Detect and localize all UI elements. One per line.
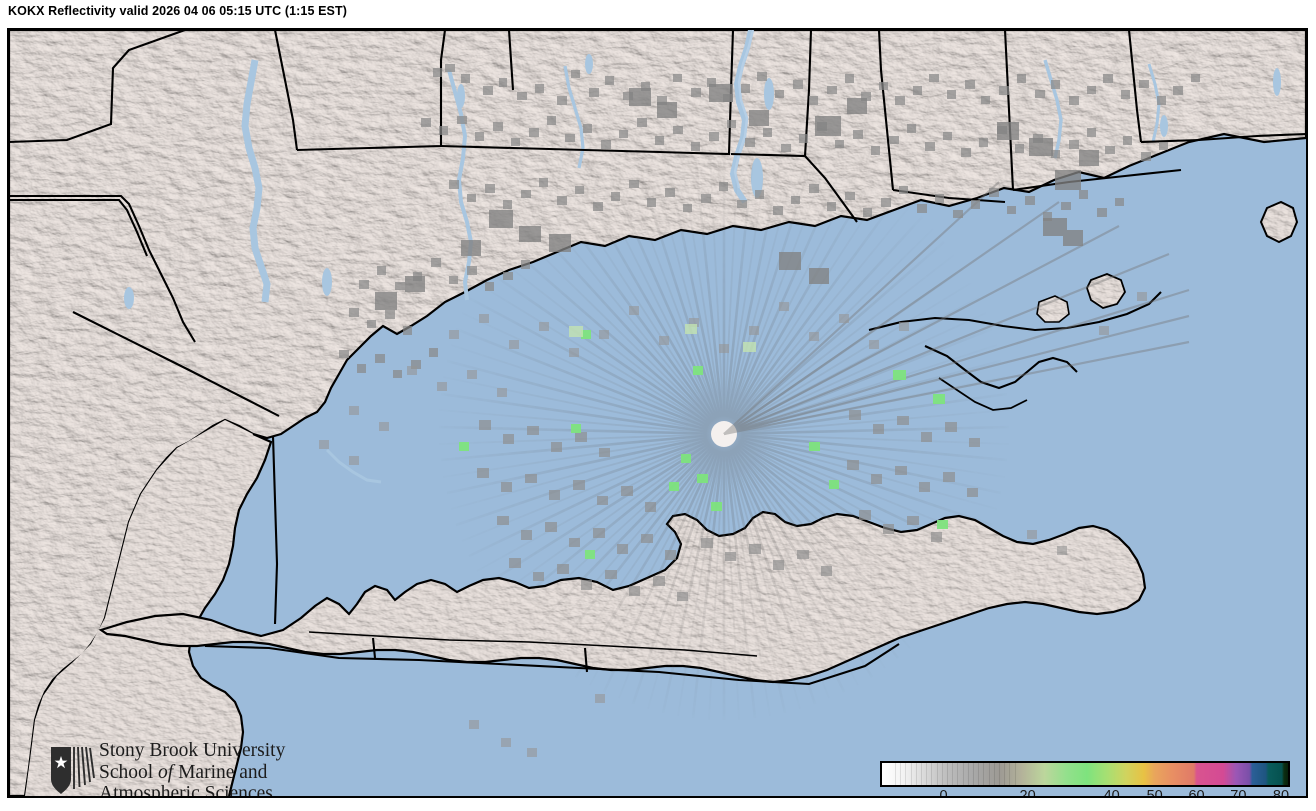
colorbar-tick-20: 20: [1019, 788, 1036, 798]
logo-line-2-italic: of: [158, 761, 174, 783]
logo-line-2-post: Marine and: [173, 761, 268, 783]
colorbar-band: [967, 763, 969, 785]
colorbar-tick-0: 0: [939, 788, 948, 798]
colorbar-band: [1014, 763, 1016, 785]
colorbar-tick-40: 40: [1103, 788, 1120, 798]
colorbar-band: [993, 763, 995, 785]
river-f: [325, 448, 382, 484]
colorbar-band: [926, 763, 928, 785]
fishers-island: [1087, 274, 1125, 308]
new-jersey-landmass: [25, 420, 271, 796]
colorbar-band: [915, 763, 917, 785]
mainland-landmass: [9, 30, 1306, 796]
lake-d: [457, 84, 465, 108]
logo-line-3: Atmospheric Sciences: [99, 783, 273, 798]
colorbar-tick-60: 60: [1188, 788, 1205, 798]
block-island: [1261, 202, 1297, 242]
shield-with-star-icon: [51, 746, 95, 794]
colorbar-band: [920, 763, 922, 785]
colorbar-band: [941, 763, 943, 785]
lake-g: [1273, 68, 1281, 96]
colorbar-tick-50: 50: [1146, 788, 1163, 798]
connecticut-river: [241, 59, 271, 303]
logo-line-1: Stony Brook University: [99, 740, 286, 761]
reflectivity-echoes: [319, 64, 1200, 757]
cone-of-silence: [711, 421, 737, 447]
colorbar-tick-80: 80: [1272, 788, 1290, 798]
lake-f: [124, 287, 134, 309]
colorbar-band: [905, 763, 907, 785]
colorbar-band: [952, 763, 954, 785]
colorbar-gradient: [882, 763, 1288, 785]
peconic-bay-line: [924, 345, 1078, 390]
colorbar-band: [957, 763, 959, 785]
reflectivity-colorbar[interactable]: 0 20 40 50 60 70 80: [880, 761, 1290, 798]
colorbar-gradient-frame[interactable]: [880, 761, 1290, 787]
colorbar-band: [946, 763, 948, 785]
colorbar-band: [998, 763, 1000, 785]
colorbar-tick-70: 70: [1230, 788, 1247, 798]
colorbar-band: [931, 763, 933, 785]
radar-map-panel[interactable]: Stony Brook University School of Marine …: [7, 28, 1308, 798]
lake-c: [322, 268, 332, 296]
colorbar-band: [972, 763, 974, 785]
colorbar-band: [988, 763, 990, 785]
lake-e: [585, 54, 593, 74]
small-island-a-outline: [1036, 295, 1070, 323]
colorbar-band: [962, 763, 964, 785]
colorbar-band: [910, 763, 912, 785]
radar-secondary-fan: [723, 181, 1190, 436]
long-island-coastline: [98, 510, 1147, 684]
colorbar-band: [936, 763, 938, 785]
fishers-island-outline: [1086, 273, 1126, 309]
radar-radial-spokes: [438, 133, 1010, 721]
page-title: KOKX Reflectivity valid 2026 04 06 05:15…: [8, 4, 347, 18]
colorbar-band: [1004, 763, 1006, 785]
river-d: [1043, 59, 1063, 159]
stony-brook-logo: Stony Brook University School of Marine …: [49, 740, 319, 798]
colorbar-band: [983, 763, 985, 785]
small-island-a: [1037, 296, 1069, 322]
river-c: [563, 65, 585, 169]
north-fork-line: [868, 291, 1162, 332]
map-graphic: [9, 30, 1306, 796]
south-shore-barrier-line: [204, 643, 900, 686]
lake-h: [1160, 115, 1168, 137]
colorbar-band: [978, 763, 980, 785]
lake-b: [751, 158, 763, 198]
logo-line-2: School of Marine and: [99, 762, 285, 784]
colorbar-tick-labels: 0 20 40 50 60 70 80: [880, 787, 1290, 798]
hudson-river: [729, 30, 754, 204]
logo-line-2-pre: School: [99, 761, 159, 783]
colorbar-band: [1009, 763, 1011, 785]
great-south-bay-line: [308, 631, 758, 657]
logo-text: Stony Brook University School of Marine …: [99, 740, 286, 798]
river-b: [447, 69, 474, 301]
colorbar-band: [900, 763, 902, 785]
block-island-outline: [1259, 200, 1299, 244]
map-canvas[interactable]: [9, 30, 1306, 796]
lake-a: [764, 78, 774, 110]
colorbar-band: [894, 763, 896, 785]
